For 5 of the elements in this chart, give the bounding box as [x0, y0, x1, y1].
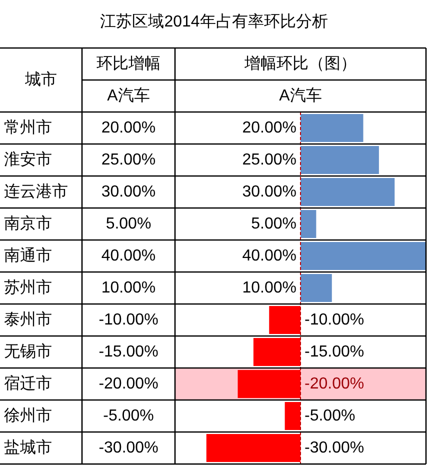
- annotation: 环比增幅: [96, 56, 160, 72]
- annotation: A汽车: [107, 88, 150, 104]
- title: 江苏区域2014年占有率环比分析: [100, 14, 328, 30]
- xlabel: 增幅环比（图）: [244, 56, 356, 72]
- ylabel: 城市: [25, 72, 57, 88]
